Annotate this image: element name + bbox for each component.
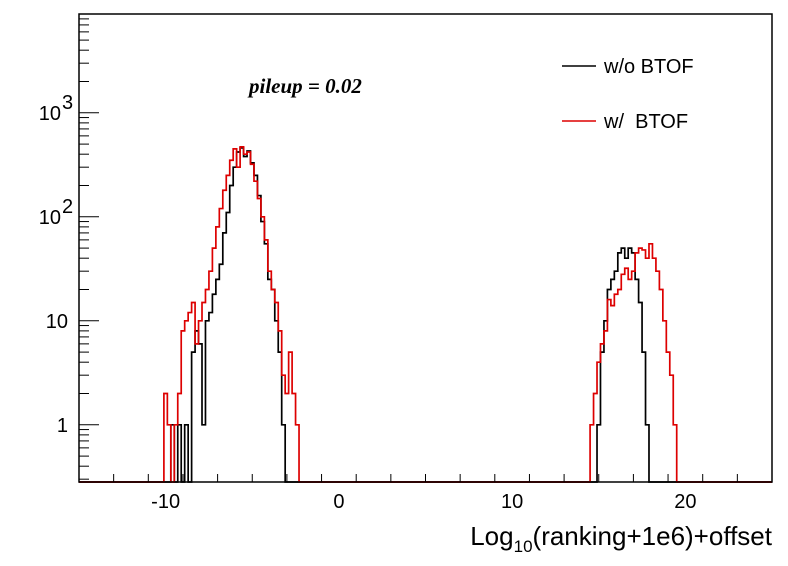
y-tick-label: 10 bbox=[46, 311, 68, 333]
series-layer bbox=[79, 146, 772, 483]
x-tick-labels: -10 0 10 20 bbox=[151, 491, 696, 513]
series-line-w-btof bbox=[79, 146, 772, 483]
x-axis-title-main: Log bbox=[470, 521, 513, 551]
y-tick-label: 10 bbox=[39, 207, 61, 229]
x-tick-label: -10 bbox=[151, 491, 180, 513]
y-tick-exponent: 2 bbox=[62, 196, 73, 218]
x-tick-label: 10 bbox=[501, 491, 523, 513]
pileup-annotation: pileup = 0.02 bbox=[247, 74, 362, 98]
legend-label-wo-btof: w/o BTOF bbox=[603, 56, 694, 78]
x-axis-title: Log10(ranking+1e6)+offset bbox=[470, 521, 773, 556]
x-axis-title-rest: (ranking+1e6)+offset bbox=[533, 521, 773, 551]
x-tick-label: 20 bbox=[674, 491, 696, 513]
legend-label-w-btof: w/ BTOF bbox=[603, 111, 688, 133]
y-tick-label: 10 bbox=[39, 103, 61, 125]
plot-frame bbox=[78, 13, 773, 483]
x-tick-label: 0 bbox=[333, 491, 344, 513]
y-tick-label: 1 bbox=[57, 415, 68, 437]
x-axis-title-subscript: 10 bbox=[514, 537, 533, 556]
y-tick-exponent: 3 bbox=[62, 92, 73, 114]
legend: w/o BTOF w/ BTOF bbox=[562, 56, 694, 133]
